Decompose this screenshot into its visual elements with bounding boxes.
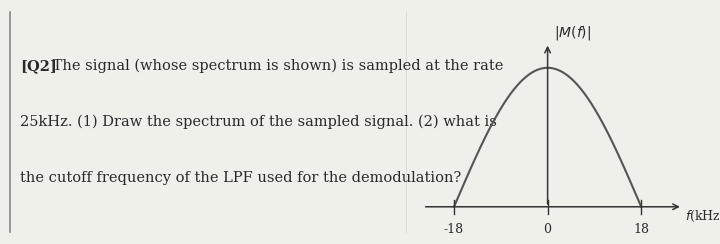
Text: $f$(kHz): $f$(kHz) [685,209,720,224]
Text: 18: 18 [633,224,649,236]
Text: -18: -18 [444,224,464,236]
Text: 25kHz. (1) Draw the spectrum of the sampled signal. (2) what is: 25kHz. (1) Draw the spectrum of the samp… [20,115,498,129]
Text: $|M(f)|$: $|M(f)|$ [554,24,591,42]
Text: The signal (whose spectrum is shown) is sampled at the rate: The signal (whose spectrum is shown) is … [48,59,503,73]
Text: 0: 0 [544,224,552,236]
Text: [Q2]: [Q2] [20,59,57,73]
Text: the cutoff frequency of the LPF used for the demodulation?: the cutoff frequency of the LPF used for… [20,171,462,185]
